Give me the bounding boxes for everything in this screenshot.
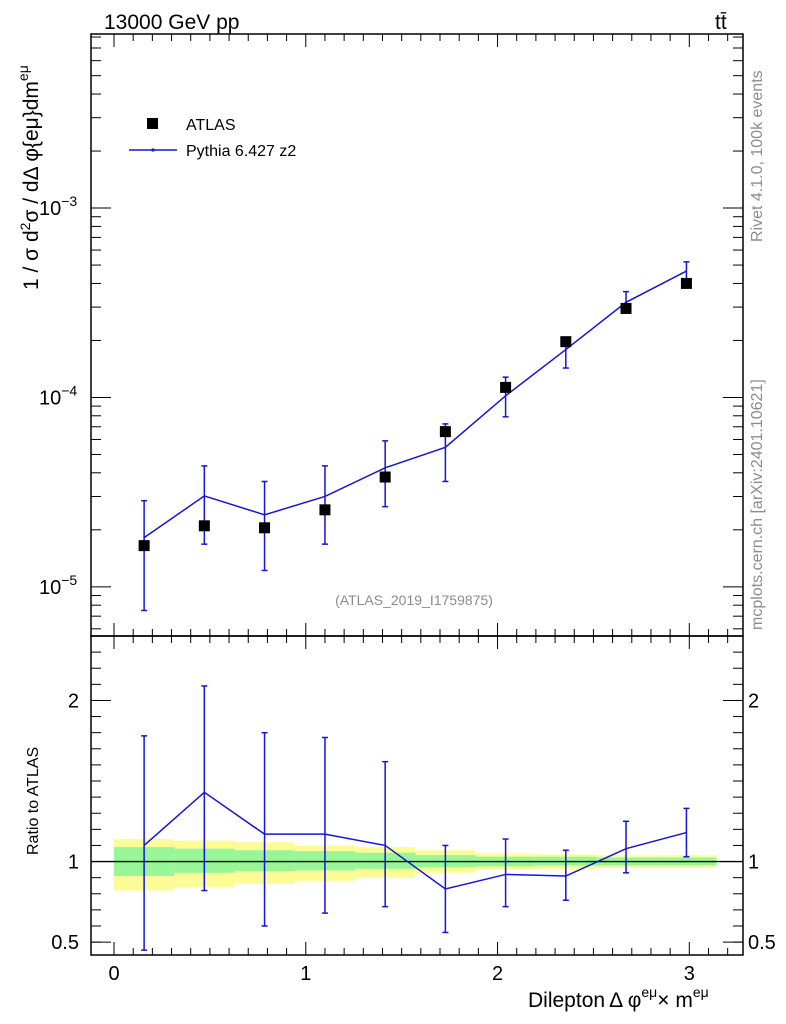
y-tick-label-right: 2 xyxy=(748,690,759,712)
atlas-data-point xyxy=(259,522,271,534)
atlas-data-point xyxy=(138,540,150,552)
main-plot-marks xyxy=(138,261,692,612)
ratio-plot-marks xyxy=(141,685,690,951)
legend-atlas-label: ATLAS xyxy=(186,117,236,134)
y-tick-label-left: 1 xyxy=(68,852,79,874)
y-tick-label: 10−4 xyxy=(39,382,77,409)
atlas-data-point xyxy=(500,381,512,393)
source-label: mcplots.cern.ch [arXiv:2401.10621] xyxy=(749,379,766,630)
y-tick-label: 10−3 xyxy=(39,193,77,220)
y-tick-label-right: 1 xyxy=(748,852,759,874)
atlas-data-point xyxy=(620,302,632,314)
atlas-data-point xyxy=(198,520,210,532)
atlas-data-point xyxy=(680,277,692,289)
main-y-axis-label: 1 / σ d2σ / dΔ φ{eμ}dmeμ xyxy=(15,65,43,290)
y-tick-label-left: 2 xyxy=(68,690,79,712)
rivet-label: Rivet 4.1.0, 100k events xyxy=(749,70,766,242)
mc-series-line xyxy=(143,270,687,539)
x-tick-label: 0 xyxy=(108,963,119,985)
ratio-y-axis-label: Ratio to ATLAS xyxy=(25,747,42,855)
analysis-tag: (ATLAS_2019_I1759875) xyxy=(335,592,493,608)
plot-border xyxy=(90,635,744,956)
y-tick-label: 10−5 xyxy=(39,572,77,599)
x-tick-label: 3 xyxy=(684,963,695,985)
atlas-data-point xyxy=(439,426,451,438)
legend-mc-dot xyxy=(151,148,155,152)
legend-mc-label: Pythia 6.427 z2 xyxy=(186,143,296,160)
ratio-series-line xyxy=(143,791,687,890)
atlas-data-point xyxy=(319,504,331,516)
y-tick-label-right: 0.5 xyxy=(748,932,776,954)
energy-label: 13000 GeV pp xyxy=(104,11,239,34)
x-tick-label: 1 xyxy=(300,963,311,985)
legend-atlas-marker xyxy=(147,118,158,129)
atlas-data-point xyxy=(379,471,391,483)
y-tick-label-left: 0.5 xyxy=(51,932,79,954)
process-label: tt̄ xyxy=(715,11,727,34)
ratio-plot-frame: 0 1 2 3 0.5 0.5 1 1 2 2 xyxy=(51,635,776,985)
legend: ATLAS Pythia 6.427 z2 xyxy=(129,117,296,160)
atlas-data-point xyxy=(560,336,572,348)
x-axis-label: Dilepton Δ φeμ× meμ xyxy=(528,984,709,1012)
x-tick-label: 2 xyxy=(492,963,503,985)
